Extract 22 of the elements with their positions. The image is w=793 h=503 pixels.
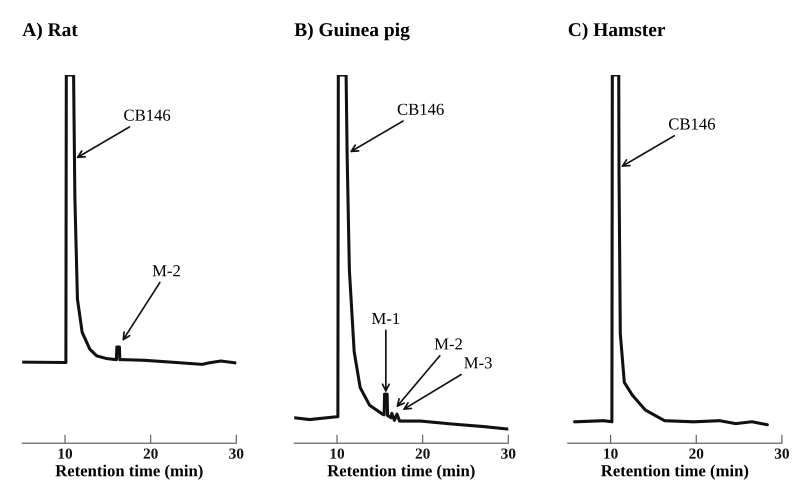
- x-tick-label: 30: [774, 448, 789, 459]
- x-tick-label: 20: [689, 448, 704, 459]
- x-tick-label: 10: [604, 448, 618, 459]
- x-tick-label: 20: [416, 448, 430, 459]
- chart-title: B) Guinea pig: [294, 22, 410, 40]
- chart-title: C) Hamster: [568, 22, 666, 40]
- annotation: M-2: [434, 338, 462, 350]
- x-tick-label: 30: [501, 448, 516, 459]
- annotation: CB146: [398, 104, 444, 115]
- annotation: M-1: [372, 312, 400, 324]
- chart-title: A) Rat: [22, 22, 78, 40]
- x-tick-label: 30: [229, 448, 244, 459]
- annotation: M-2: [152, 265, 180, 276]
- x-tick-label: 10: [330, 448, 344, 459]
- annotation: CB146: [124, 110, 170, 121]
- x-tick-label: 10: [58, 448, 72, 459]
- annotation: CB146: [668, 118, 716, 130]
- x-axis-title: Retention time (min): [55, 464, 203, 480]
- x-tick-label: 20: [144, 448, 158, 459]
- x-axis-title: Retention time (min): [327, 464, 475, 480]
- x-axis-title: Retention time (min): [601, 464, 748, 480]
- annotation: M-3: [464, 357, 492, 368]
